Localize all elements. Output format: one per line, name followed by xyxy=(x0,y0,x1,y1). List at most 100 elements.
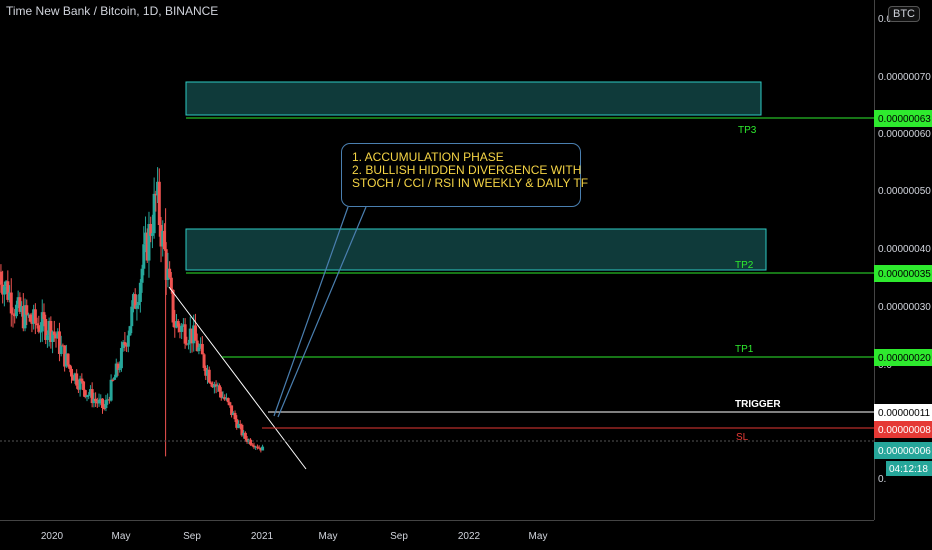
candle-body xyxy=(85,395,89,398)
candle-body xyxy=(209,382,213,385)
candle-body xyxy=(181,324,185,326)
candle-body xyxy=(214,384,218,387)
tp3-price-tag: 0.00000063 xyxy=(874,110,932,127)
candle-body xyxy=(1,284,5,295)
candle-body xyxy=(140,268,144,283)
candle-body xyxy=(87,394,91,396)
candle-body xyxy=(118,368,122,370)
tp1-label: TP1 xyxy=(735,344,754,355)
annotation-callout[interactable]: 1. ACCUMULATION PHASE 2. BULLISH HIDDEN … xyxy=(341,143,588,207)
price-tick: 0.00000030 xyxy=(878,302,931,313)
candle-body xyxy=(125,344,129,347)
time-tick: 2022 xyxy=(458,531,481,542)
candle-body xyxy=(142,244,146,269)
candle-body xyxy=(231,412,235,416)
candle-body xyxy=(138,282,142,302)
candle-body xyxy=(6,281,10,300)
candle-body xyxy=(147,223,151,261)
candle-body xyxy=(202,354,206,368)
candle-body xyxy=(169,277,173,290)
callout-line: 1. ACCUMULATION PHASE xyxy=(352,150,504,164)
candle-body xyxy=(252,445,256,448)
candle-body xyxy=(157,181,161,226)
candle-body xyxy=(88,389,92,395)
time-tick: May xyxy=(529,531,548,542)
svg-text:04:12:18: 04:12:18 xyxy=(889,464,928,475)
candle-body xyxy=(40,312,44,332)
candle-body xyxy=(150,233,154,236)
candle-body xyxy=(159,225,163,247)
price-tick: 0.00000060 xyxy=(878,129,931,140)
candle-body xyxy=(35,323,39,326)
candle-body xyxy=(54,334,58,339)
candle-body xyxy=(82,381,86,391)
candle-body xyxy=(216,385,220,387)
candle-body xyxy=(230,405,234,416)
time-tick: May xyxy=(319,531,338,542)
candle-body xyxy=(52,331,56,335)
candle-body xyxy=(243,432,247,439)
tp2-target-zone xyxy=(185,228,767,271)
trigger-price-tag: 0.00000011 xyxy=(874,404,932,421)
candle-body xyxy=(25,305,29,315)
currency-badge[interactable]: BTC xyxy=(888,6,920,22)
candle-body xyxy=(193,325,197,341)
candle-body xyxy=(59,345,63,354)
candle-body xyxy=(226,398,230,403)
candle-body xyxy=(94,398,98,402)
candle-body xyxy=(28,314,32,322)
candle-body xyxy=(178,326,182,332)
candle-body xyxy=(92,398,96,404)
candle-body xyxy=(114,363,118,378)
candle-body xyxy=(90,389,94,404)
svg-text:0.00000020: 0.00000020 xyxy=(878,353,931,364)
candle-body xyxy=(236,423,240,428)
candle-body xyxy=(126,335,130,347)
candle-body xyxy=(76,385,80,390)
candle-body xyxy=(106,399,110,401)
tp3-label: TP3 xyxy=(738,125,757,136)
candle-body xyxy=(156,181,160,196)
svg-text:0.00000063: 0.00000063 xyxy=(878,114,931,125)
svg-text:0.00000008: 0.00000008 xyxy=(878,425,931,436)
candle-body xyxy=(33,309,37,324)
svg-text:0.00000035: 0.00000035 xyxy=(878,269,931,280)
candle-body xyxy=(221,397,225,399)
candle-body xyxy=(121,342,125,348)
candle-body xyxy=(207,369,211,383)
candle-body xyxy=(173,322,177,328)
sl-label: SL xyxy=(736,432,749,443)
candle-body xyxy=(104,400,108,409)
tp1-price-tag: 0.00000020 xyxy=(874,349,932,366)
callout-line: 2. BULLISH HIDDEN DIVERGENCE WITH xyxy=(352,163,582,177)
candle-body xyxy=(80,378,84,382)
candle-body xyxy=(49,321,53,342)
time-tick: May xyxy=(112,531,131,542)
candle-body xyxy=(249,439,253,445)
candle-body xyxy=(4,281,8,287)
candle-body xyxy=(235,419,239,428)
candle-body xyxy=(11,313,15,315)
candle-body xyxy=(107,399,111,401)
candle-body xyxy=(204,367,208,376)
candle-body xyxy=(144,232,148,245)
candle-body xyxy=(135,305,139,309)
candle-body xyxy=(45,335,49,340)
candle-body xyxy=(205,369,209,376)
candle-body xyxy=(9,292,13,314)
candle-body xyxy=(261,446,265,451)
svg-text:0.00000006: 0.00000006 xyxy=(878,446,931,457)
candle-body xyxy=(176,321,180,327)
candle-body xyxy=(119,347,123,369)
candle-body xyxy=(51,331,55,342)
sl-price-tag: 0.00000008 xyxy=(874,421,932,438)
candle-body xyxy=(14,304,18,317)
candle-body xyxy=(240,424,244,436)
candle-body xyxy=(0,271,3,285)
candle-body xyxy=(78,378,82,390)
candle-body xyxy=(162,230,166,250)
tp2-price-tag: 0.00000035 xyxy=(874,265,932,282)
candle-body xyxy=(111,379,115,381)
candle-body xyxy=(57,331,61,354)
